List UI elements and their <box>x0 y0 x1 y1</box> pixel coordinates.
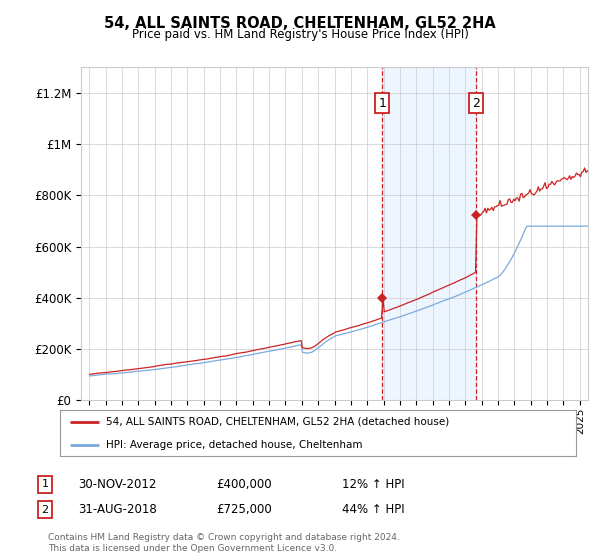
Text: 54, ALL SAINTS ROAD, CHELTENHAM, GL52 2HA: 54, ALL SAINTS ROAD, CHELTENHAM, GL52 2H… <box>104 16 496 31</box>
Text: This data is licensed under the Open Government Licence v3.0.: This data is licensed under the Open Gov… <box>48 544 337 553</box>
Text: 30-NOV-2012: 30-NOV-2012 <box>78 478 157 491</box>
Text: £725,000: £725,000 <box>216 503 272 516</box>
Text: 1: 1 <box>378 96 386 110</box>
Text: 1: 1 <box>41 479 49 489</box>
Text: 2: 2 <box>472 96 480 110</box>
Text: Contains HM Land Registry data © Crown copyright and database right 2024.: Contains HM Land Registry data © Crown c… <box>48 533 400 542</box>
Text: HPI: Average price, detached house, Cheltenham: HPI: Average price, detached house, Chel… <box>106 440 363 450</box>
Text: £400,000: £400,000 <box>216 478 272 491</box>
Text: 2: 2 <box>41 505 49 515</box>
Text: 12% ↑ HPI: 12% ↑ HPI <box>342 478 404 491</box>
Bar <box>382 67 476 400</box>
Text: 31-AUG-2018: 31-AUG-2018 <box>78 503 157 516</box>
Text: 44% ↑ HPI: 44% ↑ HPI <box>342 503 404 516</box>
Text: Price paid vs. HM Land Registry's House Price Index (HPI): Price paid vs. HM Land Registry's House … <box>131 28 469 41</box>
Text: 54, ALL SAINTS ROAD, CHELTENHAM, GL52 2HA (detached house): 54, ALL SAINTS ROAD, CHELTENHAM, GL52 2H… <box>106 417 449 427</box>
